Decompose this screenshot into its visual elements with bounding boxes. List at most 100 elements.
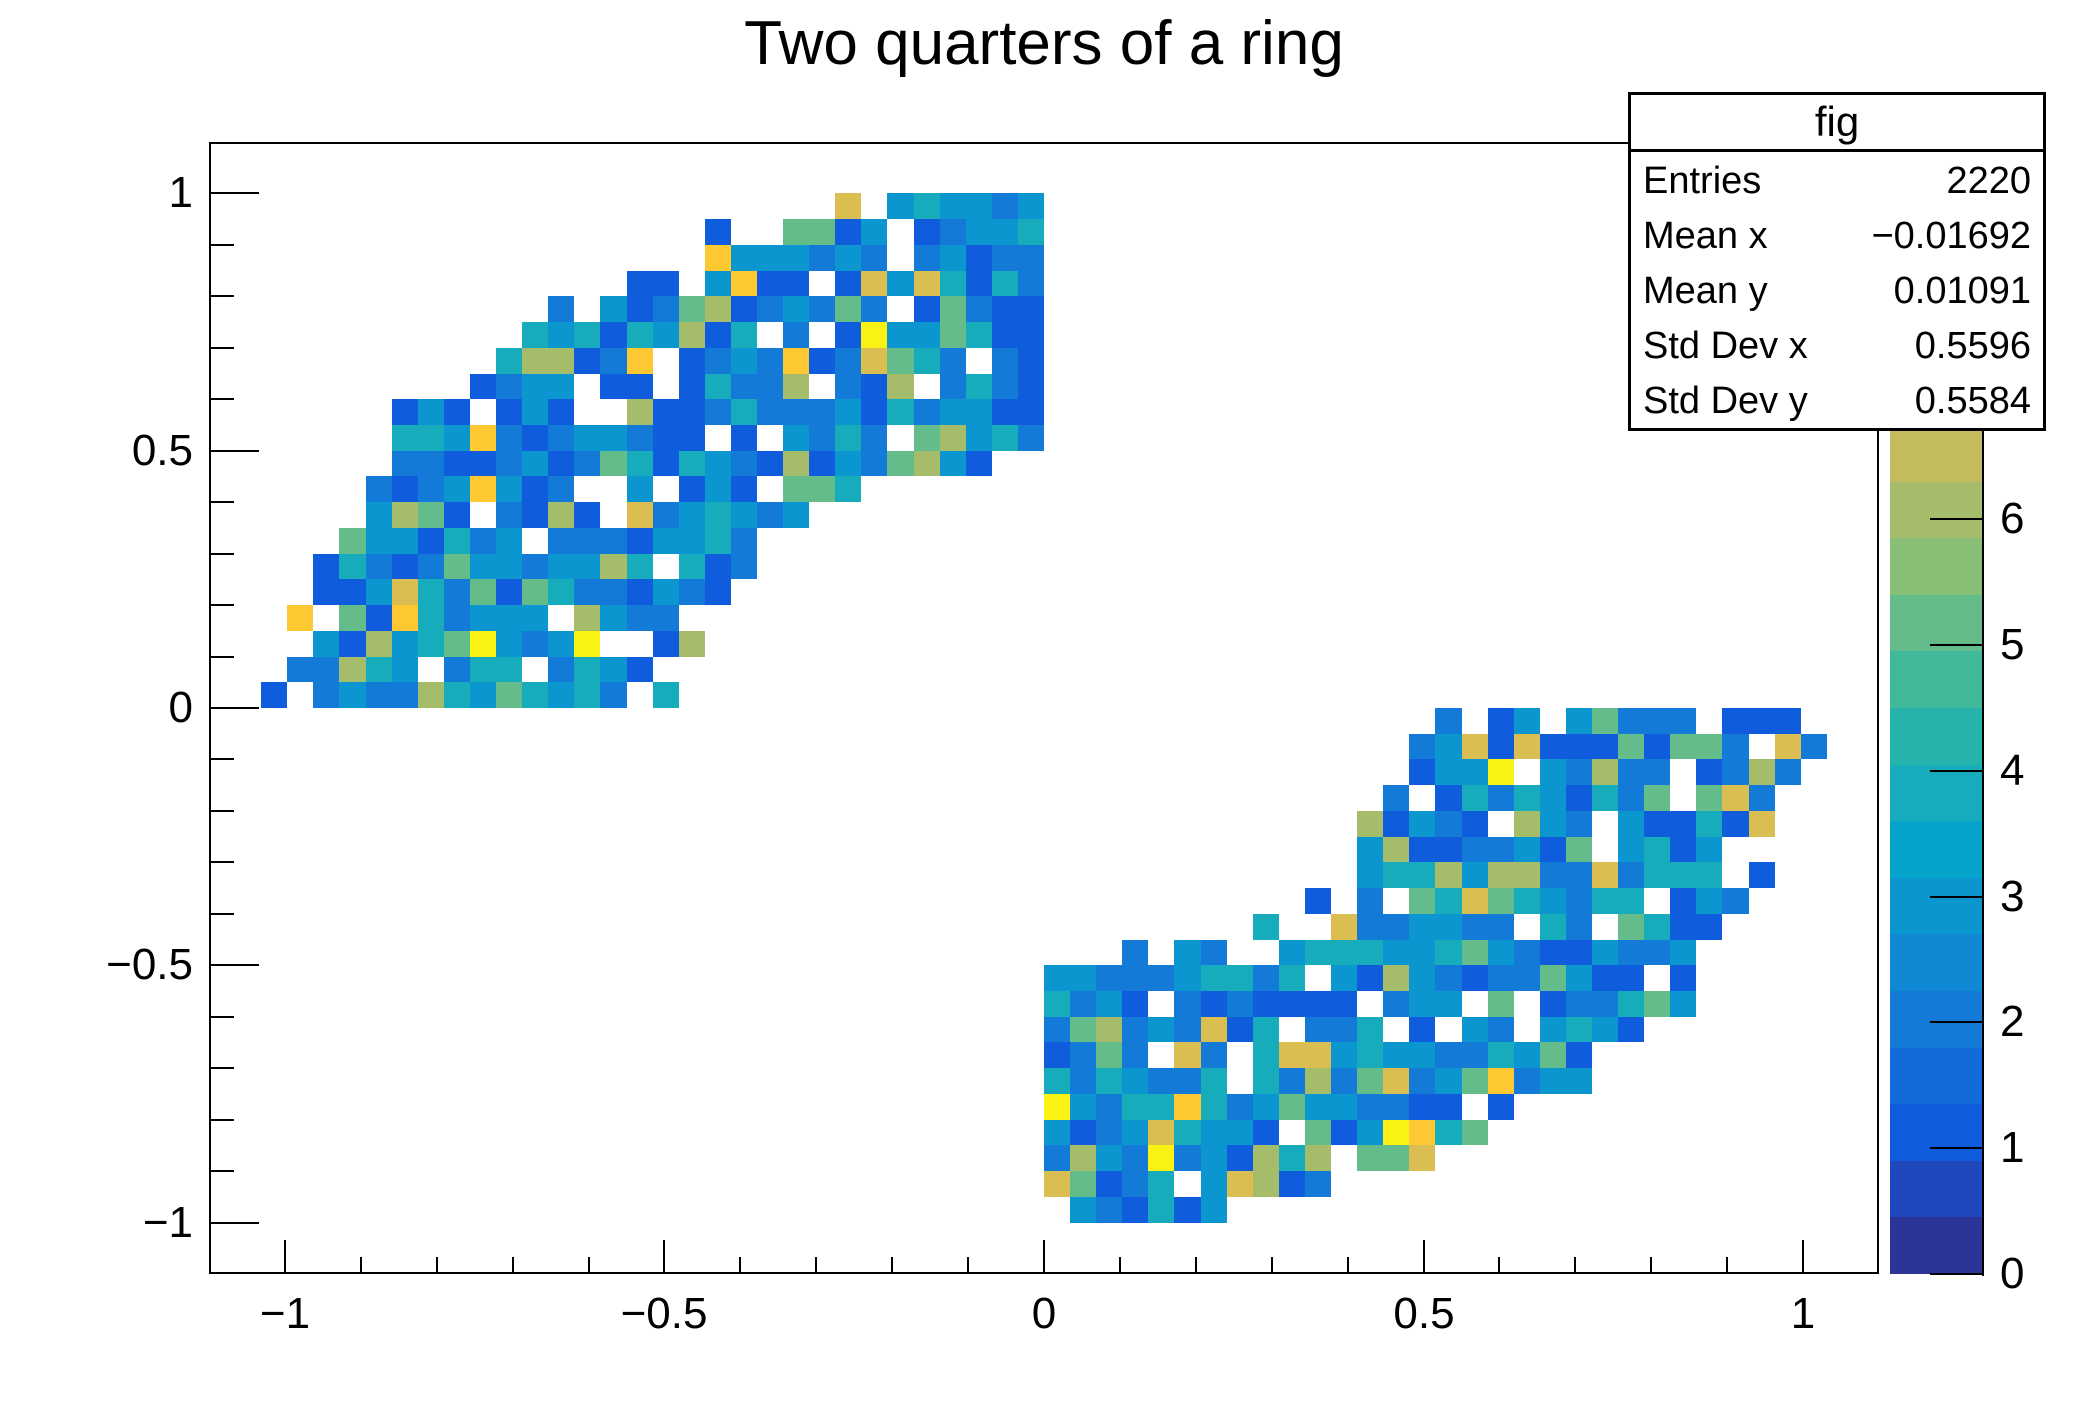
heatmap-cell bbox=[783, 271, 809, 296]
heatmap-cell bbox=[1096, 1094, 1122, 1120]
heatmap-cell bbox=[627, 374, 653, 399]
heatmap-cell bbox=[1201, 1171, 1227, 1197]
heatmap-cell bbox=[1644, 914, 1670, 940]
heatmap-cell bbox=[418, 631, 444, 657]
heatmap-cell bbox=[444, 476, 470, 502]
heatmap-cell bbox=[522, 502, 548, 528]
heatmap-cell bbox=[861, 296, 887, 322]
heatmap-cell bbox=[1670, 862, 1696, 888]
heatmap-cell bbox=[940, 374, 966, 399]
x-axis-minor-tick bbox=[360, 1257, 362, 1274]
heatmap-cell bbox=[1148, 1094, 1174, 1120]
heatmap-cell bbox=[1279, 1145, 1305, 1171]
heatmap-cell bbox=[940, 296, 966, 322]
z-axis-tick-label: 5 bbox=[2000, 620, 2025, 669]
heatmap-cell bbox=[1409, 1042, 1435, 1068]
heatmap-cell bbox=[1148, 1017, 1174, 1042]
heatmap-cell bbox=[496, 451, 522, 476]
heatmap-cell bbox=[1174, 991, 1201, 1017]
heatmap-cell bbox=[1174, 1145, 1201, 1171]
heatmap-cell bbox=[1462, 837, 1488, 862]
heatmap-cell bbox=[1775, 759, 1801, 785]
z-axis-tick bbox=[1930, 770, 1982, 772]
heatmap-cell bbox=[731, 554, 757, 579]
heatmap-cell bbox=[1696, 811, 1722, 837]
heatmap-cell bbox=[1357, 837, 1383, 862]
heatmap-cell bbox=[1227, 991, 1253, 1017]
heatmap-cell bbox=[1540, 965, 1566, 991]
heatmap-cell bbox=[757, 502, 783, 528]
color-scale-band bbox=[1890, 991, 1982, 1048]
x-axis-minor-tick bbox=[512, 1257, 514, 1274]
color-scale-band bbox=[1890, 821, 1982, 878]
heatmap-cell bbox=[1383, 785, 1409, 811]
heatmap-cell bbox=[679, 528, 705, 554]
heatmap-cell bbox=[1566, 965, 1592, 991]
heatmap-cell bbox=[1305, 1120, 1331, 1145]
heatmap-cell bbox=[1409, 811, 1435, 837]
heatmap-cell bbox=[1174, 965, 1201, 991]
heatmap-cell bbox=[574, 657, 600, 682]
heatmap-cell bbox=[966, 399, 992, 425]
heatmap-cell bbox=[627, 554, 653, 579]
heatmap-cell bbox=[392, 682, 418, 708]
stats-row-mean-y: Mean y 0.01091 bbox=[1643, 264, 2031, 319]
x-axis-major-tick bbox=[1802, 1240, 1804, 1274]
heatmap-cell bbox=[809, 451, 835, 476]
heatmap-cell bbox=[679, 425, 705, 451]
heatmap-cell bbox=[1540, 811, 1566, 837]
heatmap-cell bbox=[444, 579, 470, 605]
heatmap-cell bbox=[418, 451, 444, 476]
heatmap-cell bbox=[705, 245, 731, 271]
heatmap-cell bbox=[522, 682, 548, 708]
heatmap-cell bbox=[1018, 296, 1044, 322]
heatmap-cell bbox=[1253, 965, 1279, 991]
stat-value: 2220 bbox=[1946, 160, 2031, 202]
heatmap-cell bbox=[574, 528, 600, 554]
heatmap-cell bbox=[835, 374, 861, 399]
heatmap-cell bbox=[887, 348, 914, 374]
z-axis-tick-label: 3 bbox=[2000, 872, 2025, 921]
heatmap-cell bbox=[809, 399, 835, 425]
heatmap-cell bbox=[418, 399, 444, 425]
heatmap-cell bbox=[1018, 193, 1044, 219]
heatmap-cell bbox=[600, 374, 627, 399]
heatmap-cell bbox=[861, 245, 887, 271]
y-axis-minor-tick bbox=[209, 758, 234, 760]
heatmap-cell bbox=[1253, 1068, 1279, 1094]
heatmap-cell bbox=[574, 425, 600, 451]
heatmap-cell bbox=[470, 631, 496, 657]
x-axis-minor-tick bbox=[1574, 1257, 1576, 1274]
heatmap-cell bbox=[705, 219, 731, 245]
stats-row-entries: Entries 2220 bbox=[1643, 154, 2031, 209]
heatmap-cell bbox=[1383, 1120, 1409, 1145]
heatmap-cell bbox=[992, 296, 1018, 322]
x-axis-minor-tick bbox=[1119, 1257, 1121, 1274]
heatmap-cell bbox=[992, 271, 1018, 296]
heatmap-cell bbox=[600, 296, 627, 322]
x-axis-minor-tick bbox=[739, 1257, 741, 1274]
heatmap-cell bbox=[1540, 888, 1566, 914]
heatmap-cell bbox=[496, 476, 522, 502]
heatmap-cell bbox=[522, 554, 548, 579]
heatmap-cell bbox=[1174, 1042, 1201, 1068]
heatmap-cell bbox=[1435, 914, 1462, 940]
heatmap-cell bbox=[1488, 991, 1514, 1017]
heatmap-cell bbox=[1670, 940, 1696, 965]
heatmap-cell bbox=[966, 451, 992, 476]
heatmap-cell bbox=[1592, 759, 1618, 785]
x-axis-major-tick bbox=[1043, 1240, 1045, 1274]
heatmap-cell bbox=[1514, 785, 1540, 811]
heatmap-cell bbox=[496, 425, 522, 451]
heatmap-cell bbox=[627, 605, 653, 631]
heatmap-cell bbox=[1670, 914, 1696, 940]
heatmap-cell bbox=[1644, 940, 1670, 965]
heatmap-cell bbox=[966, 219, 992, 245]
heatmap-cell bbox=[1383, 811, 1409, 837]
heatmap-cell bbox=[887, 193, 914, 219]
heatmap-cell bbox=[992, 348, 1018, 374]
heatmap-cell bbox=[470, 605, 496, 631]
heatmap-cell bbox=[757, 271, 783, 296]
heatmap-cell bbox=[1357, 888, 1383, 914]
heatmap-cell bbox=[522, 605, 548, 631]
